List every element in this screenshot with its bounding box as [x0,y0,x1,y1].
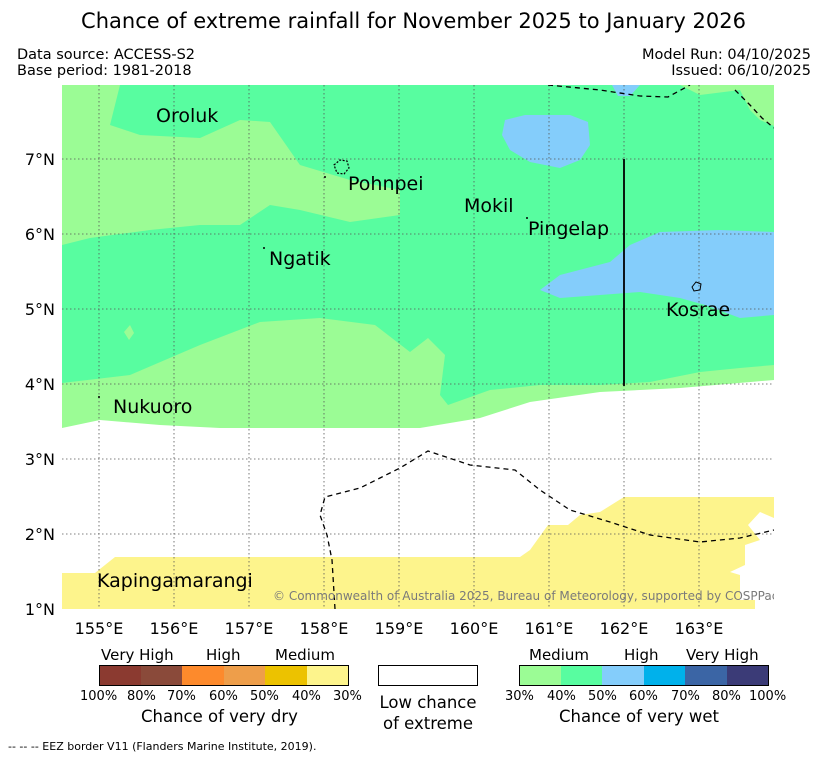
wet-tick: 80% [712,689,741,704]
dry-tick: 40% [292,689,321,704]
lat-tick: 4°N [25,375,55,394]
place-label: Kapingamarangi [97,570,253,592]
dry-swatch [307,666,348,685]
lon-tick: 157°E [225,619,274,638]
lon-tick: 163°E [675,619,724,638]
wet-legend-category: Medium [529,646,589,664]
dry-legend-category: Very High [101,646,174,664]
wet-swatch [644,666,685,685]
wet-medium-region [545,85,774,126]
dry-legend-category: High [206,646,241,664]
dry-tick: 30% [333,689,362,704]
dry-legend-category: Medium [275,646,335,664]
lon-tick: 158°E [300,619,349,638]
dry-tick: 80% [127,689,156,704]
place-label: Mokil [464,195,514,217]
wet-legend-caption: Chance of very wet [559,707,719,726]
dry-tick: 50% [250,689,279,704]
dry-swatch [100,666,141,685]
wet-legend-category: Very High [686,646,759,664]
wet-high-region [502,115,590,168]
wet-legend-category: High [624,646,659,664]
wet-swatch [561,666,602,685]
dry-swatch [141,666,182,685]
lon-tick: 156°E [150,619,199,638]
wet-swatch [685,666,727,685]
wet-swatch [520,666,561,685]
low-chance-caption: Low chance [379,693,477,712]
place-label: Pohnpei [348,173,424,195]
place-label: Ngatik [269,248,331,270]
wet-colorbar [519,665,769,686]
copyright-notice: © Commonwealth of Australia 2025, Bureau… [273,589,778,603]
wet-tick: 50% [588,689,617,704]
model-run: Model Run: 04/10/2025 [641,47,811,63]
wet-tick: 30% [505,689,534,704]
lon-tick: 155°E [75,619,124,638]
low-chance-swatch [378,665,478,686]
kosrae-island [691,281,702,292]
place-label: Oroluk [156,105,218,127]
latitude-axis: 7°N 6°N 5°N 4°N 3°N 2°N 1°N [25,150,55,619]
data-source: Data source: ACCESS-S2 [17,47,196,63]
dry-tick: 70% [167,689,196,704]
lon-tick: 160°E [450,619,499,638]
lat-tick: 1°N [25,600,55,619]
lat-tick: 3°N [25,450,55,469]
wet-high-region [540,230,774,318]
place-label: Pingelap [528,218,609,240]
lat-tick: 7°N [25,150,55,169]
wet-tick: 40% [547,689,576,704]
wet-medium-region [62,85,400,245]
map-area: Oroluk Pohnpei Mokil Pingelap Ngatik Kos… [62,85,778,609]
issued-date: Issued: 06/10/2025 [671,63,811,79]
wet-tick: 70% [671,689,700,704]
lon-tick: 161°E [525,619,574,638]
dry-medium-region [62,497,774,609]
dry-legend-caption: Chance of very dry [141,707,298,726]
gridlines [62,85,774,609]
wet-tick: 100% [749,689,787,704]
lat-tick: 6°N [25,225,55,244]
lat-tick: 5°N [25,300,55,319]
base-period: Base period: 1981-2018 [17,63,192,79]
dry-tick: 100% [80,689,118,704]
eez-border [319,85,774,609]
map-title: Chance of extreme rainfall for November … [81,9,746,33]
dry-swatch [224,666,265,685]
pohnpei-island [333,159,350,175]
lat-tick: 2°N [25,525,55,544]
place-label: Kosrae [666,299,730,321]
wet-swatch [602,666,644,685]
longitude-axis: 155°E 156°E 157°E 158°E 159°E 160°E 161°… [75,619,724,638]
dry-colorbar [99,665,349,686]
dry-tick: 60% [209,689,238,704]
wet-tick: 60% [629,689,658,704]
dry-swatch [265,666,307,685]
wet-swatch [727,666,768,685]
lon-tick: 159°E [375,619,424,638]
eez-footnote: -- -- -- EEZ border V11 (Flanders Marine… [8,740,317,753]
low-chance-caption: of extreme [382,714,474,733]
lon-tick: 162°E [600,619,649,638]
dry-swatch [182,666,224,685]
place-label: Nukuoro [113,396,192,418]
